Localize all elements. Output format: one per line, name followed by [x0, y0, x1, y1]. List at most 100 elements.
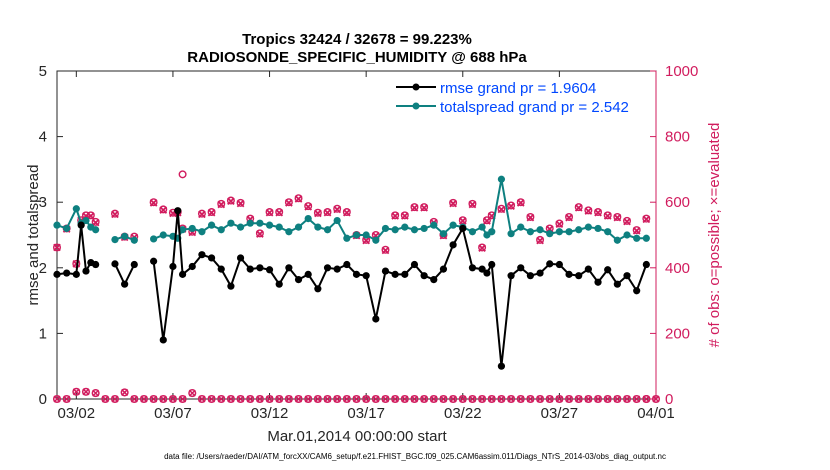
obs-possible-point [478, 243, 487, 252]
obs-possible-point [507, 201, 516, 210]
y-left-tick-label: 3 [39, 194, 47, 211]
obs-zero-x [381, 395, 390, 403]
obs-evaluated-point [362, 236, 370, 245]
obs-zero-point [545, 394, 554, 404]
obs-zero-x [517, 395, 525, 403]
obs-zero-x [304, 395, 312, 403]
y-right-tick-label: 400 [665, 260, 690, 277]
obs-possible-point [313, 208, 322, 217]
obs-possible-point [555, 219, 564, 228]
obs-evaluated-point [207, 208, 216, 217]
obs-zero-point [603, 394, 612, 404]
series-rmse-point [430, 276, 438, 284]
obs-zero-point [478, 394, 487, 404]
obs-zero-point [391, 394, 400, 404]
obs-evaluated-point [584, 207, 593, 215]
series-totalspread-point [488, 228, 496, 236]
obs-possible-point [207, 208, 216, 217]
obs-possible-point [159, 205, 168, 214]
obs-zero-x [314, 395, 322, 403]
obs-zero-point [371, 394, 380, 404]
legend-spread-marker [412, 102, 420, 110]
obs-zero-point [81, 387, 91, 396]
obs-evaluated-point [565, 213, 573, 222]
series-rmse-point [478, 265, 486, 273]
obs-evaluated-point [623, 217, 631, 226]
series-rmse-point [633, 287, 641, 295]
obs-zero-x [208, 395, 216, 403]
obs-evaluated-point [468, 200, 477, 209]
obs-zero-point [593, 394, 603, 404]
obs-evaluated-point [536, 236, 544, 245]
obs-zero-point [197, 394, 206, 404]
obs-zero-x [295, 395, 303, 403]
series-rmse-point [488, 260, 496, 269]
series-totalspread-point [121, 232, 129, 240]
series-rmse-point [536, 269, 544, 277]
obs-evaluated-point [594, 208, 602, 217]
obs-evaluated-point [381, 246, 390, 255]
series-rmse-point [381, 267, 390, 275]
series-rmse-point [265, 266, 274, 274]
series-totalspread-point [362, 231, 370, 239]
series-totalspread-point [333, 216, 341, 225]
obs-possible-point [526, 212, 535, 221]
obs-zero-point [487, 394, 496, 404]
obs-evaluated-point [91, 218, 100, 227]
obs-zero-x [468, 395, 476, 403]
series-rmse-point [604, 266, 612, 274]
obs-evaluated-point [410, 203, 419, 212]
series-rmse-point [362, 272, 370, 280]
obs-possible-point [420, 203, 429, 212]
series-totalspread-point [604, 228, 612, 236]
series-layer [52, 170, 661, 404]
series-rmse-point [130, 260, 138, 269]
series-rmse-point [410, 260, 419, 269]
series-totalspread-point [198, 228, 206, 236]
obs-zero-point [130, 394, 139, 404]
obs-possible-point [275, 208, 284, 217]
obs-zero-point [420, 394, 429, 404]
obs-zero-point [555, 394, 564, 404]
obs-zero-point [352, 394, 361, 404]
obs-zero-point [255, 394, 264, 404]
series-rmse-point [449, 241, 457, 249]
obs-zero-point [236, 394, 245, 404]
obs-zero-x [613, 395, 621, 403]
y-right-tick-label: 200 [665, 325, 690, 342]
obs-evaluated-point [555, 220, 564, 229]
series-rmse-point [333, 265, 341, 273]
obs-zero-x [594, 395, 602, 403]
obs-zero-x [633, 395, 641, 403]
obs-zero-point [526, 394, 535, 404]
obs-zero-x [159, 395, 167, 403]
series-totalspread-point [391, 226, 399, 234]
series-totalspread-point [159, 231, 167, 239]
series-totalspread-point [401, 223, 409, 231]
series-totalspread-point [150, 235, 158, 243]
series-obs-evaluated [53, 195, 651, 268]
obs-zero-x [140, 395, 148, 403]
obs-zero-point [342, 394, 351, 404]
obs-evaluated-point [420, 203, 428, 212]
obs-evaluated-point [304, 202, 313, 211]
obs-possible-point [516, 198, 525, 207]
series-rmse-point [92, 260, 100, 269]
series-rmse-point [178, 270, 187, 278]
obs-evaluated-point [613, 213, 622, 222]
series-totalspread-point [497, 175, 506, 183]
series-rmse-point [507, 272, 515, 280]
x-tick-label: 04/01 [637, 405, 675, 422]
obs-possible-point [333, 204, 342, 213]
obs-zero-point [574, 394, 583, 404]
obs-evaluated-point [333, 205, 342, 214]
obs-zero-point [429, 394, 438, 404]
series-totalspread-point [227, 219, 235, 227]
obs-zero-point [52, 394, 62, 404]
x-tick-label: 03/12 [251, 405, 289, 422]
obs-evaluated-point [516, 199, 525, 207]
obs-evaluated-point [400, 212, 409, 220]
obs-zero-x [410, 395, 418, 403]
series-rmse-point [555, 260, 563, 269]
obs-zero-point [400, 394, 409, 404]
